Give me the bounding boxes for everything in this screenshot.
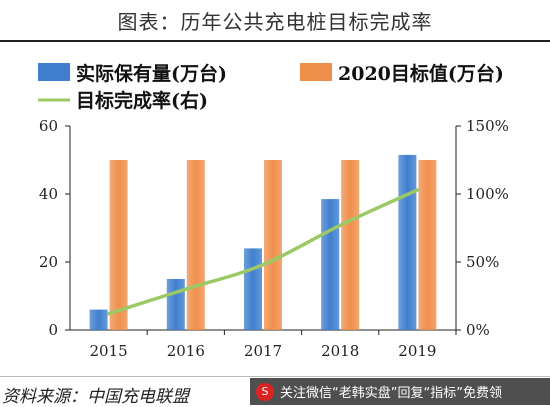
x-tick-label: 2019 — [398, 342, 436, 360]
bar-actual — [398, 154, 417, 330]
y-tick-label-left: 20 — [39, 253, 58, 271]
sina-logo-icon: S — [256, 382, 274, 401]
line-rate — [106, 188, 420, 316]
x-tick-label: 2015 — [90, 342, 128, 360]
combo-chart: 实际保有量(万台) 2020目标值(万台) 目标完成率(右) 0 20 40 60 0% 50%… — [38, 62, 509, 360]
x-tick-label: 2017 — [244, 342, 282, 360]
legend-label-actual: 实际保有量(万台) — [76, 62, 227, 85]
legend-label-target: 2020目标值(万台) — [338, 62, 504, 85]
y-tick-label-right: 150% — [466, 117, 509, 135]
y-tick-label-left: 40 — [39, 185, 58, 203]
x-tick-label: 2016 — [167, 342, 205, 360]
source-footer: 资料来源：中国充电联盟 — [0, 376, 550, 407]
y-tick-label-right: 50% — [466, 253, 499, 271]
y-tick-label-right: 100% — [466, 185, 509, 203]
bar-target — [186, 160, 205, 330]
legend-label-rate: 目标完成率(右) — [76, 89, 208, 112]
bar-target — [418, 160, 437, 330]
chart-title: 图表：历年公共充电桩目标完成率 — [117, 9, 433, 34]
y-tick-label-left: 60 — [39, 117, 58, 135]
y-tick-label-right: 0% — [466, 321, 490, 339]
legend-swatch-target — [300, 63, 332, 81]
x-tick-label: 2018 — [321, 342, 359, 360]
bar-actual — [244, 248, 262, 330]
bar-actual — [166, 279, 185, 330]
bar-target — [264, 160, 282, 330]
watermark-text: 关注微信“老韩实盘”回复“指标”免费领 — [280, 386, 502, 401]
title-bar: 图表：历年公共充电桩目标完成率 — [0, 0, 550, 42]
bar-target — [341, 160, 360, 330]
watermark-banner: S 关注微信“老韩实盘”回复“指标”免费领 — [250, 378, 550, 405]
bar-actual — [89, 309, 108, 330]
source-note: 资料来源：中国充电联盟 — [2, 387, 189, 407]
legend-swatch-actual — [38, 63, 70, 81]
bar-target — [109, 160, 128, 330]
bar-actual — [321, 199, 340, 330]
y-tick-label-left: 0 — [48, 321, 58, 339]
